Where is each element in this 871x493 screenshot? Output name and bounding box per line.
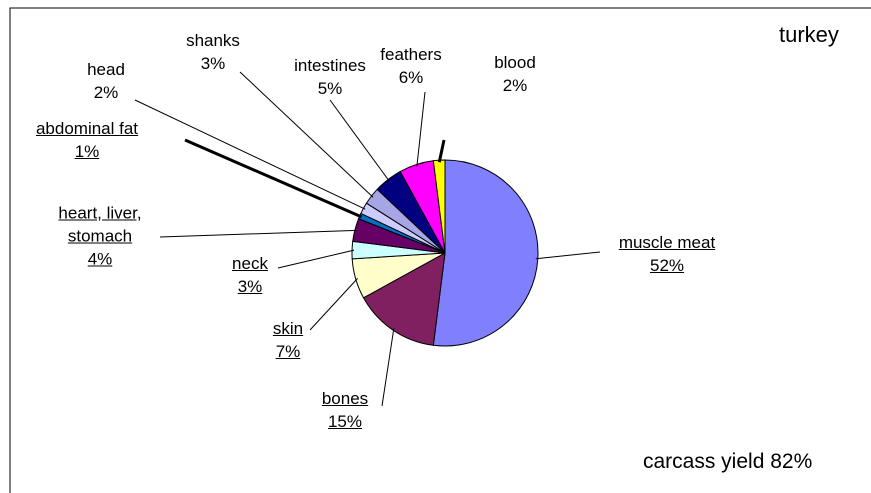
slice-label: neck 3% bbox=[232, 252, 268, 298]
slice-name: skin bbox=[272, 319, 304, 338]
slice-value: 15% bbox=[327, 412, 363, 431]
slice-label: feathers 6% bbox=[380, 43, 441, 89]
slice-name: heart, liver, stomach bbox=[58, 203, 142, 246]
leader-line bbox=[159, 229, 357, 238]
slice-value: 3% bbox=[200, 54, 226, 73]
leader-line bbox=[239, 71, 374, 198]
slice-label: intestines 5% bbox=[294, 54, 366, 100]
leader-line bbox=[535, 251, 601, 260]
slice-label: heart, liver, stomach 4% bbox=[35, 202, 165, 271]
slice-name: shanks bbox=[186, 31, 240, 50]
slice-value: 1% bbox=[74, 142, 100, 161]
slice-value: 7% bbox=[275, 342, 301, 361]
slice-value: 5% bbox=[317, 79, 343, 98]
pie-slice bbox=[362, 252, 446, 346]
leader-line bbox=[437, 139, 446, 163]
slice-value: 2% bbox=[502, 76, 528, 95]
chart-subtitle: carcass yield 82% bbox=[643, 450, 813, 473]
leader-line bbox=[134, 99, 366, 210]
slice-label: head 2% bbox=[87, 58, 125, 104]
slice-label: muscle meat 52% bbox=[619, 231, 715, 277]
slice-label: skin 7% bbox=[273, 317, 303, 363]
slice-name: abdominal fat bbox=[35, 119, 139, 138]
slice-name: intestines bbox=[294, 56, 366, 75]
slice-label: blood 2% bbox=[494, 51, 536, 97]
leader-line bbox=[309, 278, 358, 331]
slice-name: neck bbox=[232, 254, 268, 273]
chart-title: turkey bbox=[779, 22, 839, 47]
slice-value: 4% bbox=[87, 249, 113, 269]
slice-value: 52% bbox=[649, 256, 685, 275]
frame bbox=[9, 7, 871, 493]
slice-value: 6% bbox=[398, 68, 424, 87]
slice-name: blood bbox=[494, 53, 536, 72]
slice-label: shanks 3% bbox=[186, 29, 240, 75]
slice-name: bones bbox=[321, 389, 369, 408]
slice-value: 3% bbox=[237, 277, 263, 296]
pie-slice bbox=[432, 159, 539, 347]
leader-line bbox=[381, 328, 395, 407]
slice-label: abdominal fat 1% bbox=[36, 117, 138, 163]
slice-value: 2% bbox=[93, 83, 119, 102]
slice-name: feathers bbox=[380, 45, 442, 64]
leader-line bbox=[184, 138, 363, 219]
leader-line bbox=[277, 249, 355, 269]
slice-name: head bbox=[87, 60, 125, 79]
leader-line bbox=[329, 99, 390, 182]
leader-line bbox=[416, 91, 426, 167]
slice-label: bones 15% bbox=[322, 387, 368, 433]
slice-name: muscle meat bbox=[618, 233, 716, 252]
